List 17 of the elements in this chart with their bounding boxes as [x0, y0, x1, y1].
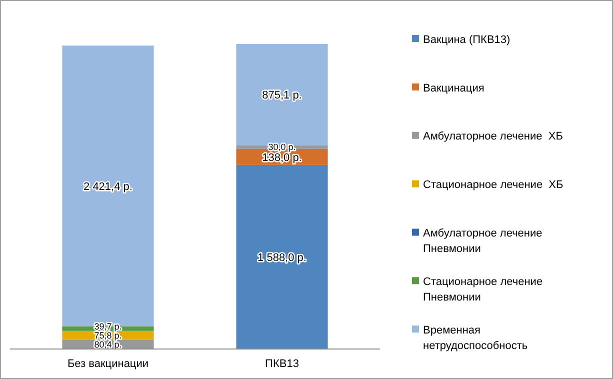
- legend-label: Амбулаторное лечение ХБ: [423, 130, 563, 143]
- legend-label: Вакцина (ПКВ13): [423, 34, 510, 46]
- data-label: 80,4 р.: [94, 339, 122, 350]
- x-tick-label: ПКВ13: [265, 358, 299, 370]
- legend-label: Амбулаторное лечение Пневмонии: [423, 228, 542, 255]
- x-tick-label: Без вакцинации: [67, 358, 149, 370]
- legend-label: Стационарное лечение ХБ: [423, 179, 564, 192]
- data-label: 2 421,4 р.: [84, 180, 132, 193]
- data-label: 875,1 р.: [262, 90, 302, 102]
- legend-label: Вакцинация: [423, 82, 484, 94]
- legend-label: Стационарное лечение Пневмонии: [423, 276, 543, 304]
- bar: [236, 44, 328, 146]
- data-label: 1 588,0 р.: [258, 252, 306, 264]
- data-label: 138,0 р.: [262, 152, 302, 164]
- data-label: 75,8 р.: [94, 330, 122, 340]
- legend-label: Временная нетрудоспособность: [423, 324, 528, 352]
- bar: [236, 164, 328, 349]
